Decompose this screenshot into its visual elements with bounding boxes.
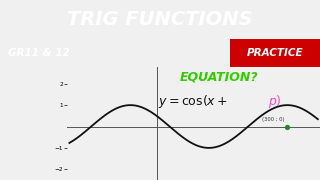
Text: PRACTICE: PRACTICE	[247, 48, 303, 58]
Text: GR11 & 12: GR11 & 12	[8, 48, 69, 58]
Text: TRIG FUNCTIONS: TRIG FUNCTIONS	[67, 10, 253, 29]
Text: EQUATION?: EQUATION?	[180, 70, 258, 83]
Text: $p)$: $p)$	[268, 93, 282, 110]
Text: $y = \cos(x + $: $y = \cos(x + $	[158, 93, 228, 110]
Bar	[230, 39, 320, 67]
Text: (300 ; 0): (300 ; 0)	[262, 116, 285, 122]
